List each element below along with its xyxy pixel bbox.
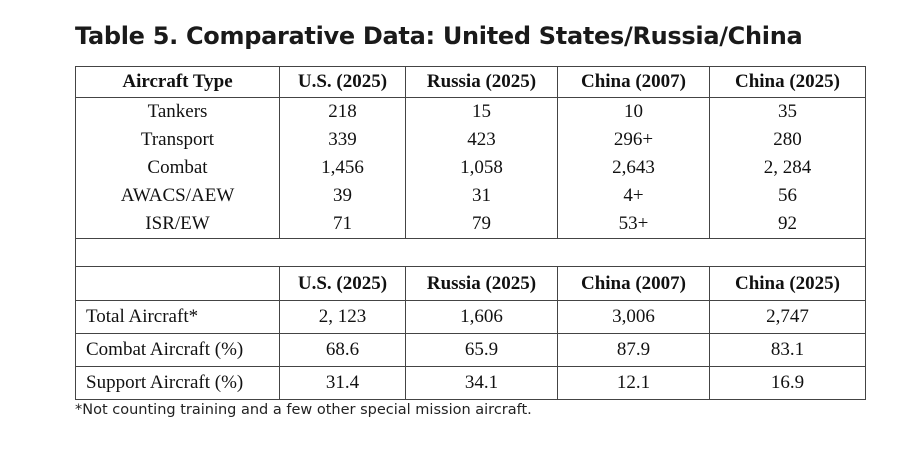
table-cell: 218 bbox=[279, 97, 406, 126]
table-cell: 92 bbox=[709, 210, 866, 239]
table-cell: 1,606 bbox=[405, 300, 558, 334]
table-row: Total Aircraft* 2, 123 1,606 3,006 2,747 bbox=[75, 300, 866, 334]
table-cell: 39 bbox=[279, 182, 406, 210]
table-cell: Total Aircraft* bbox=[75, 300, 280, 334]
table-header-row: Aircraft Type U.S. (2025) Russia (2025) … bbox=[75, 66, 866, 98]
table-row: Combat Aircraft (%) 68.6 65.9 87.9 83.1 bbox=[75, 333, 866, 367]
header-cell: Aircraft Type bbox=[75, 66, 280, 98]
table-cell: 12.1 bbox=[557, 366, 710, 400]
table-row: Tankers 218 15 10 35 bbox=[75, 97, 866, 126]
header-cell: China (2007) bbox=[557, 66, 710, 98]
table-cell: 2, 123 bbox=[279, 300, 406, 334]
table-cell: Combat bbox=[75, 154, 280, 182]
table-cell: 79 bbox=[405, 210, 558, 239]
table-cell: 31 bbox=[405, 182, 558, 210]
table-cell: 16.9 bbox=[709, 366, 866, 400]
header-cell: Russia (2025) bbox=[405, 66, 558, 98]
table-cell: 296+ bbox=[557, 126, 710, 154]
table-cell: 34.1 bbox=[405, 366, 558, 400]
table-cell: 1,058 bbox=[405, 154, 558, 182]
table-cell: 2,643 bbox=[557, 154, 710, 182]
table-cell: 56 bbox=[709, 182, 866, 210]
table-row: Combat 1,456 1,058 2,643 2, 284 bbox=[75, 154, 866, 182]
header-cell: U.S. (2025) bbox=[279, 66, 406, 98]
table-cell: 35 bbox=[709, 97, 866, 126]
header-cell: China (2025) bbox=[709, 266, 866, 301]
table-row: ISR/EW 71 79 53+ 92 bbox=[75, 210, 866, 239]
table-cell: 83.1 bbox=[709, 333, 866, 367]
table-cell: 339 bbox=[279, 126, 406, 154]
table-row: AWACS/AEW 39 31 4+ 56 bbox=[75, 182, 866, 210]
table-cell: 2, 284 bbox=[709, 154, 866, 182]
header-cell: China (2007) bbox=[557, 266, 710, 301]
table-cell: 423 bbox=[405, 126, 558, 154]
table-cell: 15 bbox=[405, 97, 558, 126]
table-cell: 71 bbox=[279, 210, 406, 239]
table-cell: 87.9 bbox=[557, 333, 710, 367]
comparative-data-table: Aircraft Type U.S. (2025) Russia (2025) … bbox=[75, 66, 866, 400]
table-cell: 53+ bbox=[557, 210, 710, 239]
spacer-row bbox=[75, 238, 866, 267]
table-cell: 280 bbox=[709, 126, 866, 154]
table-cell: ISR/EW bbox=[75, 210, 280, 239]
table-cell: 4+ bbox=[557, 182, 710, 210]
table-title: Table 5. Comparative Data: United States… bbox=[75, 22, 803, 50]
table-cell: 10 bbox=[557, 97, 710, 126]
table-cell: 65.9 bbox=[405, 333, 558, 367]
table-cell: 31.4 bbox=[279, 366, 406, 400]
table-cell: 1,456 bbox=[279, 154, 406, 182]
header-cell: U.S. (2025) bbox=[279, 266, 406, 301]
table-cell: Combat Aircraft (%) bbox=[75, 333, 280, 367]
summary-header-row: U.S. (2025) Russia (2025) China (2007) C… bbox=[75, 266, 866, 301]
table-cell: Tankers bbox=[75, 97, 280, 126]
header-cell bbox=[75, 266, 280, 301]
spacer-cell bbox=[75, 238, 866, 267]
footnote: *Not counting training and a few other s… bbox=[75, 402, 532, 418]
table-cell: AWACS/AEW bbox=[75, 182, 280, 210]
header-cell: Russia (2025) bbox=[405, 266, 558, 301]
table-cell: Support Aircraft (%) bbox=[75, 366, 280, 400]
table-cell: 68.6 bbox=[279, 333, 406, 367]
table-cell: 3,006 bbox=[557, 300, 710, 334]
table-row: Support Aircraft (%) 31.4 34.1 12.1 16.9 bbox=[75, 366, 866, 400]
header-cell: China (2025) bbox=[709, 66, 866, 98]
table-row: Transport 339 423 296+ 280 bbox=[75, 126, 866, 154]
table-cell: 2,747 bbox=[709, 300, 866, 334]
table-cell: Transport bbox=[75, 126, 280, 154]
